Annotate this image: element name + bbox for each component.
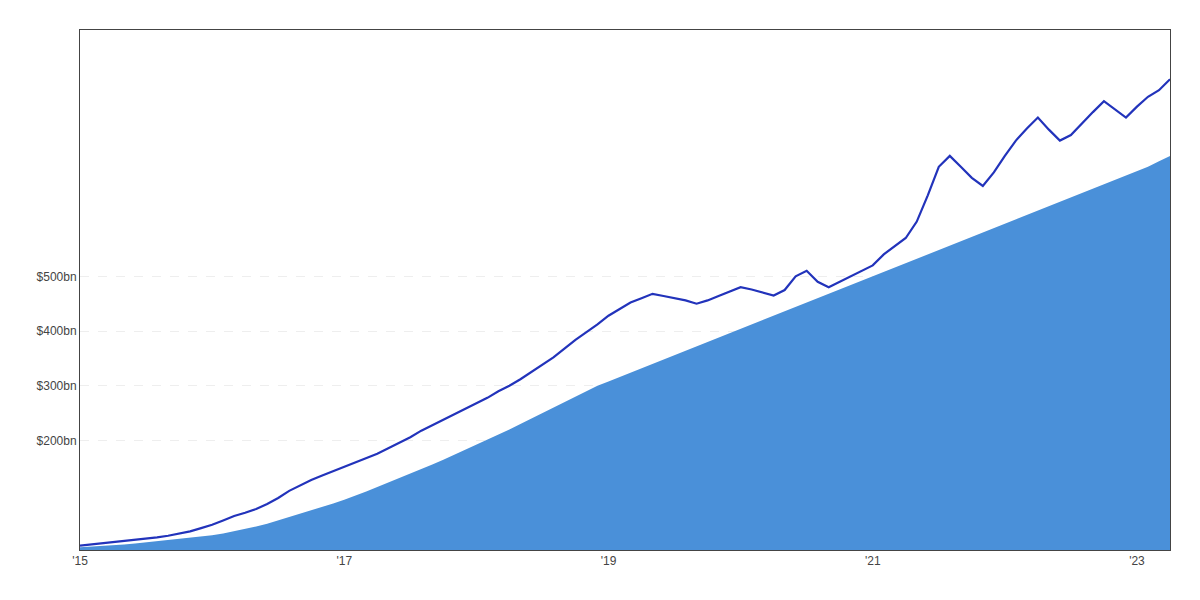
svg-text:'21: '21 [865,554,881,568]
svg-text:$500bn: $500bn [37,270,77,284]
svg-text:'19: '19 [601,554,617,568]
svg-text:$400bn: $400bn [37,324,77,338]
svg-text:'15: '15 [72,554,88,568]
svg-text:'23: '23 [1129,554,1145,568]
svg-text:$200bn: $200bn [37,434,77,448]
svg-text:$300bn: $300bn [37,379,77,393]
svg-text:'17: '17 [336,554,352,568]
